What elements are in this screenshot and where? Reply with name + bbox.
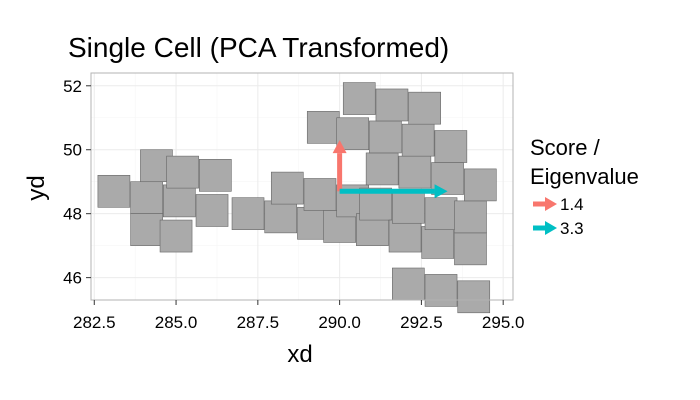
x-tick-label: 282.5 xyxy=(73,313,116,332)
legend-label-1: 1.4 xyxy=(560,195,584,214)
y-tick-label: 50 xyxy=(63,141,82,160)
legend-key-arrow-icon xyxy=(545,197,557,211)
data-tile xyxy=(195,194,229,227)
legend-title-line-2: Eigenvalue xyxy=(530,164,639,189)
x-tick-label: 292.5 xyxy=(400,313,443,332)
legend-key-arrow-icon xyxy=(545,221,557,235)
data-tile xyxy=(392,190,425,224)
data-tile xyxy=(130,181,163,214)
y-tick-label: 46 xyxy=(63,269,82,288)
data-tile xyxy=(401,123,435,157)
data-tile xyxy=(130,213,163,246)
x-tick-label: 290.0 xyxy=(318,313,361,332)
data-tile xyxy=(264,200,298,234)
data-tile xyxy=(388,219,422,253)
x-tick-label: 285.0 xyxy=(155,313,198,332)
y-axis: 46 48 50 52 xyxy=(63,77,91,288)
x-tick-label: 287.5 xyxy=(237,313,280,332)
data-tile xyxy=(398,155,432,189)
legend-keys xyxy=(533,197,557,235)
data-tile xyxy=(199,159,232,192)
data-tile xyxy=(270,171,304,205)
y-tick-label: 52 xyxy=(63,77,82,96)
x-tick-label: 295.0 xyxy=(482,313,525,332)
data-tile xyxy=(424,274,458,307)
data-tile xyxy=(454,200,487,234)
arrow-head-3.3 xyxy=(434,184,448,199)
arrow-layer xyxy=(332,140,448,199)
data-tile xyxy=(336,117,370,151)
legend-label-2: 3.3 xyxy=(560,219,584,238)
data-tile xyxy=(454,232,487,266)
data-tile xyxy=(97,174,131,208)
data-tile xyxy=(463,168,497,202)
data-tile xyxy=(342,82,376,115)
data-tile xyxy=(159,219,193,253)
x-axis: 282.5 285.0 287.5 290.0 292.5 295.0 xyxy=(73,300,524,332)
y-axis-title: yd xyxy=(23,175,50,200)
legend-title-line-1: Score / xyxy=(530,135,601,160)
legend: Score / Eigenvalue 1.4 3.3 xyxy=(530,135,639,238)
x-axis-title: xd xyxy=(287,341,312,368)
data-tile xyxy=(163,184,196,218)
data-tile xyxy=(369,120,402,154)
data-tile xyxy=(375,88,409,122)
y-tick-label: 48 xyxy=(63,205,82,224)
data-tile xyxy=(424,197,458,230)
plot-panel xyxy=(90,72,514,314)
data-tile xyxy=(408,91,441,125)
data-tile xyxy=(365,152,399,186)
data-tile xyxy=(457,280,491,314)
data-tile xyxy=(306,111,340,144)
arrow-head-1.4 xyxy=(332,140,347,154)
tile-layer xyxy=(97,82,497,314)
data-tile xyxy=(392,267,425,301)
data-tile xyxy=(303,178,337,211)
chart-title: Single Cell (PCA Transformed) xyxy=(68,32,449,63)
data-tile xyxy=(166,155,199,189)
panel-border xyxy=(90,72,514,301)
data-tile xyxy=(421,226,455,259)
data-tile xyxy=(434,130,468,163)
data-tile xyxy=(231,197,265,230)
